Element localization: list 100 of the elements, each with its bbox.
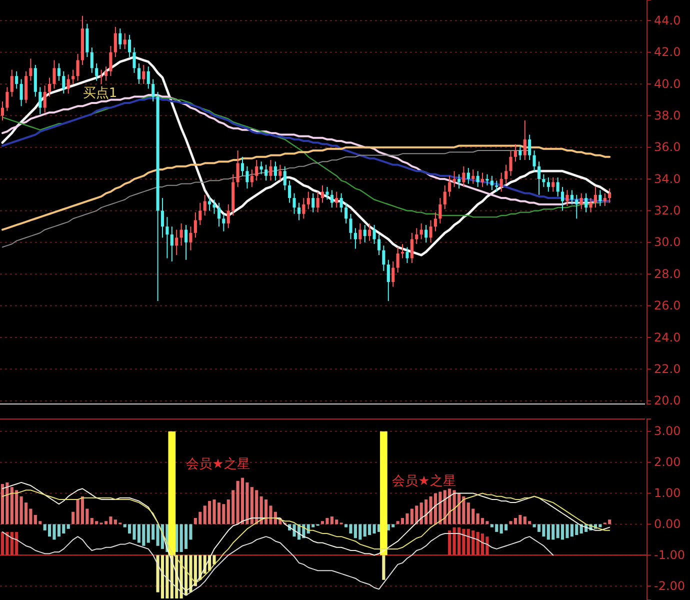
- candlestick: [62, 70, 66, 94]
- annotation: 买点1: [82, 86, 118, 101]
- candlestick: [146, 66, 150, 90]
- bar: [320, 521, 324, 524]
- candlestick: [297, 202, 300, 221]
- y-tick-label: -1.00: [654, 548, 686, 562]
- candlestick: [570, 190, 574, 205]
- candlestick: [420, 222, 423, 240]
- candlestick: [532, 150, 536, 172]
- candlestick: [95, 62, 98, 82]
- candlestick: [335, 191, 338, 208]
- candlestick: [443, 184, 446, 210]
- bar: [168, 431, 176, 556]
- candlestick: [452, 170, 456, 188]
- candlestick: [589, 198, 592, 213]
- candlestick: [72, 69, 75, 84]
- candlestick: [396, 246, 400, 273]
- candlestick: [603, 192, 606, 206]
- candlestick: [608, 188, 612, 204]
- candlestick: [438, 198, 442, 224]
- candlestick: [34, 64, 37, 98]
- candlestick: [292, 192, 296, 214]
- candlestick: [246, 166, 249, 190]
- candlestick: [377, 234, 381, 256]
- candlestick: [264, 164, 268, 182]
- candlestick: [175, 229, 178, 256]
- candlestick: [302, 198, 306, 220]
- candlestick: [542, 174, 546, 188]
- candlestick: [109, 45, 112, 77]
- candlestick: [20, 78, 23, 107]
- y-tick-label: 30.0: [654, 235, 681, 250]
- candlestick: [57, 62, 60, 82]
- y-tick-label: -2.00: [654, 578, 686, 593]
- candlestick: [198, 202, 202, 226]
- candlestick: [560, 186, 564, 212]
- candlestick: [326, 186, 329, 200]
- candlestick: [6, 86, 9, 112]
- candlestick: [255, 160, 258, 182]
- y-tick-label: 22.0: [654, 362, 681, 376]
- candlestick: [344, 202, 348, 224]
- candlestick: [180, 222, 183, 246]
- candlestick: [203, 194, 206, 216]
- candlestick: [29, 58, 32, 82]
- candlestick: [424, 224, 428, 243]
- candlestick: [260, 161, 263, 175]
- candlestick: [52, 60, 56, 90]
- candlestick: [349, 213, 352, 240]
- y-tick-label: 3.00: [654, 424, 681, 438]
- candlestick: [462, 166, 466, 188]
- candlestick: [43, 85, 46, 113]
- candlestick: [504, 164, 508, 184]
- candlestick: [518, 145, 522, 161]
- candlestick: [490, 175, 494, 191]
- candlestick: [76, 53, 80, 82]
- candlestick: [594, 186, 597, 208]
- line-series: [2, 531, 554, 596]
- y-tick-label: 0.00: [654, 517, 681, 532]
- candlestick: [537, 161, 541, 196]
- candlestick: [170, 226, 174, 262]
- candlestick: [495, 180, 498, 192]
- candlestick: [480, 172, 484, 188]
- candlestick: [48, 77, 52, 98]
- candlestick: [128, 34, 132, 58]
- candlestick: [330, 190, 334, 208]
- y-tick-label: 26.0: [654, 298, 681, 313]
- y-tick-label: 28.0: [654, 266, 681, 281]
- candlestick: [509, 150, 512, 176]
- candlestick: [575, 194, 578, 220]
- candlestick: [514, 144, 517, 162]
- bar: [380, 431, 388, 556]
- candlestick: [363, 224, 366, 243]
- y-tick-label: 34.0: [654, 172, 681, 186]
- annotation: 会员★之星: [392, 474, 456, 489]
- candlestick: [476, 170, 480, 188]
- candlestick: [240, 156, 244, 176]
- candlestick: [194, 212, 197, 238]
- candlestick: [358, 222, 362, 244]
- candlestick: [288, 180, 292, 204]
- candlestick: [86, 23, 89, 58]
- candlestick: [114, 26, 117, 58]
- candlestick: [410, 232, 414, 264]
- candlestick: [320, 184, 324, 204]
- candlestick: [160, 198, 164, 238]
- candlestick: [340, 192, 343, 213]
- candlestick: [434, 212, 437, 232]
- candlestick: [354, 228, 357, 250]
- candlestick: [598, 190, 602, 206]
- candlestick: [429, 220, 432, 243]
- candlestick: [123, 32, 126, 50]
- candlestick: [15, 70, 18, 90]
- candlestick: [90, 47, 94, 74]
- candlestick: [236, 150, 240, 188]
- y-tick-label: 36.0: [654, 140, 681, 154]
- candlestick: [212, 199, 216, 214]
- candlestick: [104, 66, 108, 82]
- bar: [382, 555, 386, 580]
- candlestick: [166, 216, 169, 259]
- candlestick: [269, 160, 272, 182]
- candlestick: [118, 28, 122, 50]
- candlestick: [38, 86, 42, 115]
